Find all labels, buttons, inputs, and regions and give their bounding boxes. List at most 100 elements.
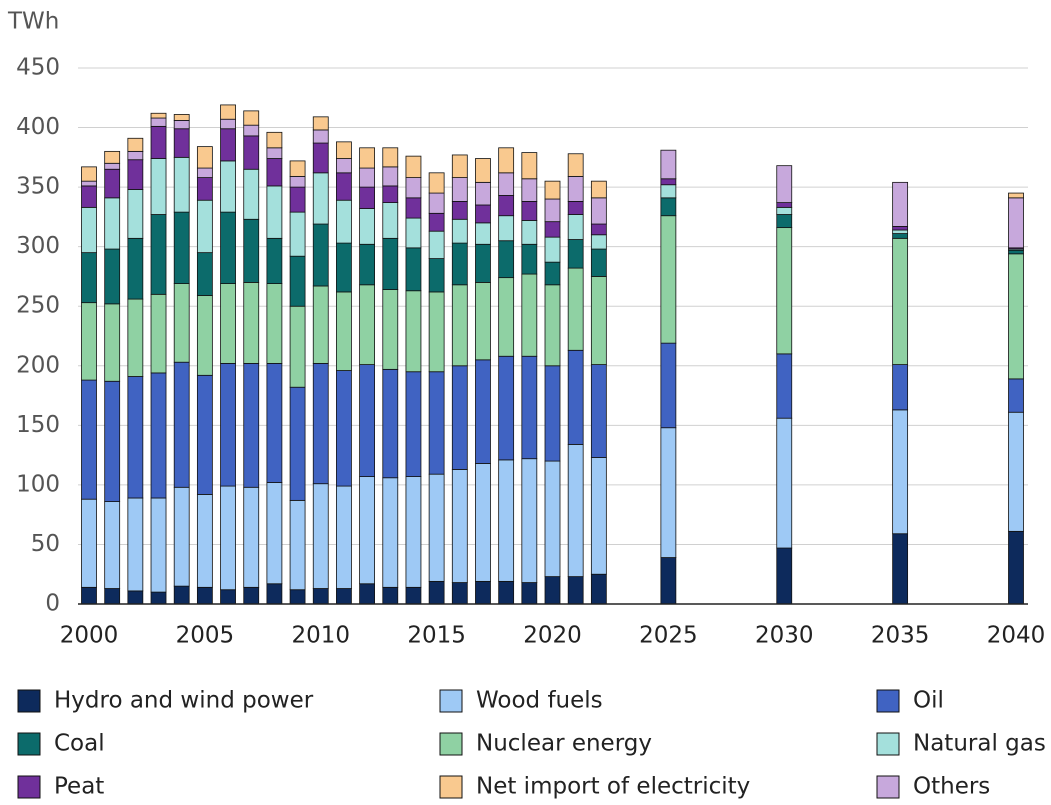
bar-segment (498, 580, 515, 605)
bar-segment (475, 580, 491, 605)
bar-segment (81, 252, 97, 304)
legend-label: Net import of electricity (476, 774, 750, 800)
bar-segment (590, 276, 607, 365)
bar-segment (544, 576, 561, 605)
bar-segment (428, 212, 445, 232)
bar-segment (498, 215, 515, 242)
bar-segment (289, 305, 306, 388)
bar-segment (544, 198, 561, 223)
bar-segment (150, 372, 167, 499)
bar-segment (150, 112, 167, 119)
bar-segment (776, 417, 793, 549)
bar-segment (196, 146, 213, 169)
bar-segment (196, 177, 213, 201)
legend-swatch (17, 689, 41, 713)
bar-segment (336, 588, 352, 605)
legend-swatch (439, 689, 463, 713)
x-tick-label: 2040 (987, 623, 1046, 649)
bar-segment (104, 150, 121, 164)
bar-segment (590, 457, 607, 575)
bar-segment (567, 175, 584, 202)
bar-segment (336, 370, 352, 487)
y-tick-label: 100 (16, 471, 60, 497)
bar-segment (196, 252, 213, 296)
bar-segment (405, 177, 422, 199)
bar-segment (428, 230, 445, 259)
bar-segment (359, 284, 376, 365)
bar-segment (359, 476, 376, 585)
bar-segment (451, 218, 468, 244)
bar-segment (173, 120, 190, 130)
bar-segment (660, 184, 677, 199)
bar-segment (173, 211, 190, 284)
bar-segment (220, 485, 236, 591)
bar-segment (336, 242, 352, 293)
bar-segment (428, 172, 445, 194)
bar-segment (776, 202, 793, 208)
bar-segment (590, 573, 607, 605)
bar-segment (521, 273, 538, 357)
bar-segment (590, 180, 607, 199)
y-tick-label: 250 (16, 293, 60, 319)
bar-segment (475, 222, 491, 245)
bar-segment (382, 237, 399, 290)
bar-segment (892, 409, 909, 535)
bar-segment (660, 197, 677, 217)
x-tick-label: 2010 (291, 623, 350, 649)
bar-segment (173, 128, 190, 158)
bar-segment (892, 533, 909, 605)
bar-segment (359, 583, 376, 605)
y-tick-label: 450 (16, 55, 60, 81)
bar-segment (475, 158, 491, 183)
bar-segment (475, 204, 491, 224)
bar-segment (544, 365, 561, 462)
bar-segment (451, 365, 468, 470)
legend-swatch (17, 732, 41, 756)
bar-segment (590, 364, 607, 458)
bar-segment (521, 243, 538, 275)
bar-segment (289, 175, 306, 188)
bar-segment (266, 283, 283, 364)
legend-label: Others (913, 774, 990, 800)
bar-segment (405, 371, 422, 477)
bar-segment (382, 185, 399, 203)
bar-segment (127, 497, 144, 592)
bar-segment (196, 374, 213, 495)
bar-segment (289, 255, 306, 307)
y-tick-label: 150 (16, 412, 60, 438)
bar-segment (475, 243, 491, 283)
y-axis-label: TWh (7, 9, 59, 35)
x-tick-label: 2030 (755, 623, 814, 649)
bar-segment (567, 153, 584, 177)
bar-segment (196, 167, 213, 178)
bar-segment (220, 211, 236, 284)
bar-segment (521, 152, 538, 180)
bar-segment (660, 149, 677, 180)
bar-segment (312, 285, 329, 364)
legend-label: Hydro and wind power (54, 688, 314, 714)
bar-segment (892, 237, 909, 365)
bar-segment (521, 220, 538, 245)
bar-segment (220, 362, 236, 487)
bar-segment (289, 386, 306, 501)
bar-segment (451, 154, 468, 178)
bar-segment (81, 586, 97, 605)
bar-segment (173, 156, 190, 213)
bar-segment (1008, 192, 1024, 199)
bar-segment (451, 284, 468, 367)
bar-segment (1008, 197, 1024, 249)
bar-segment (521, 178, 538, 202)
bar-segment (220, 104, 236, 120)
y-tick-label: 400 (16, 114, 60, 140)
bar-segment (544, 236, 561, 263)
bar-segment (359, 243, 376, 286)
bar-segment (498, 459, 515, 582)
bar-segment (892, 226, 909, 231)
bar-segment (81, 166, 97, 182)
bar-segment (776, 214, 793, 229)
bar-segment (336, 172, 352, 201)
bar-segment (220, 589, 236, 605)
bar-segment (521, 355, 538, 460)
bar-segment (173, 585, 190, 605)
bar-segment (660, 557, 677, 605)
